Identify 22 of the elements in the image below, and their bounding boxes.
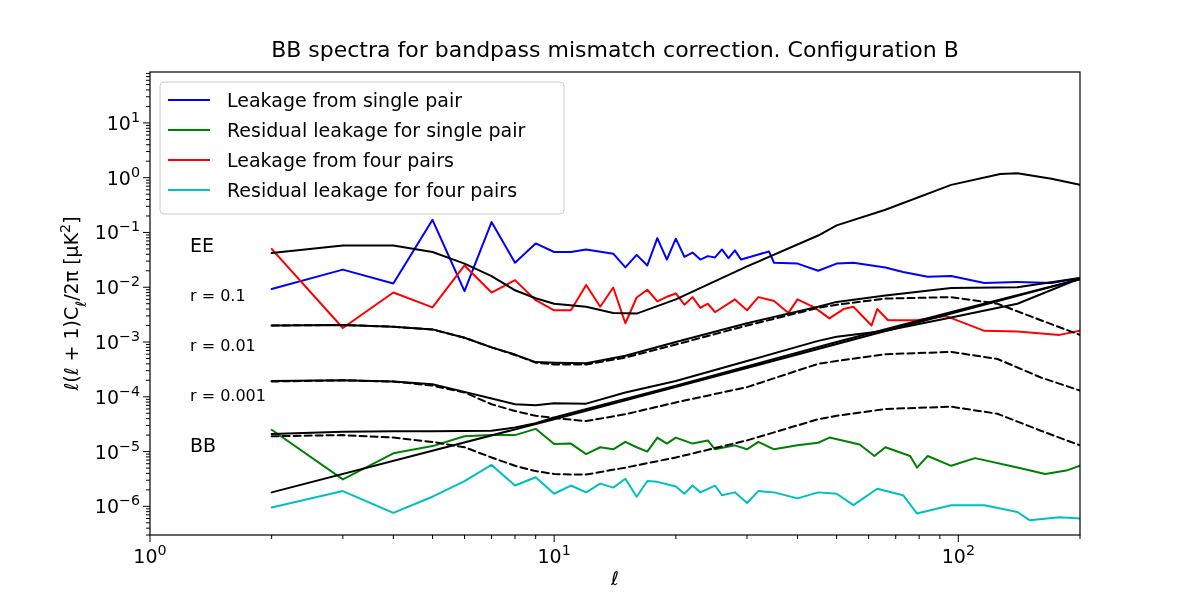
annotation: EE: [190, 234, 215, 256]
annotation: r = 0.001: [190, 385, 266, 405]
legend-label: Leakage from single pair: [227, 89, 463, 111]
chart-title: BB spectra for bandpass mismatch correction. Configuration B: [271, 37, 959, 62]
x-tick-label: 10$^{2}$: [941, 542, 975, 567]
x-tick-label: 10$^{1}$: [537, 542, 571, 567]
y-tick-label: 10$^{−6}$: [94, 492, 140, 518]
y-tick-label: 10$^{0}$: [106, 163, 140, 189]
x-axis-title: ℓ: [610, 567, 619, 589]
y-tick-label: 10$^{−2}$: [94, 273, 140, 299]
legend-label: Residual leakage for single pair: [227, 119, 526, 141]
y-tick-label: 10$^{−5}$: [94, 437, 140, 463]
y-tick-label: 10$^{−3}$: [94, 328, 140, 354]
y-tick-label: 10$^{−1}$: [94, 218, 140, 244]
annotation: BB: [190, 434, 217, 456]
y-tick-label: 10$^{1}$: [106, 108, 140, 134]
x-tick-label: 10$^{0}$: [133, 542, 167, 567]
annotation: r = 0.1: [190, 285, 246, 305]
legend-label: Leakage from four pairs: [227, 149, 454, 171]
annotation: r = 0.01: [190, 335, 256, 355]
y-tick-label: 10$^{−4}$: [94, 382, 140, 408]
legend-label: Residual leakage for four pairs: [227, 179, 518, 201]
